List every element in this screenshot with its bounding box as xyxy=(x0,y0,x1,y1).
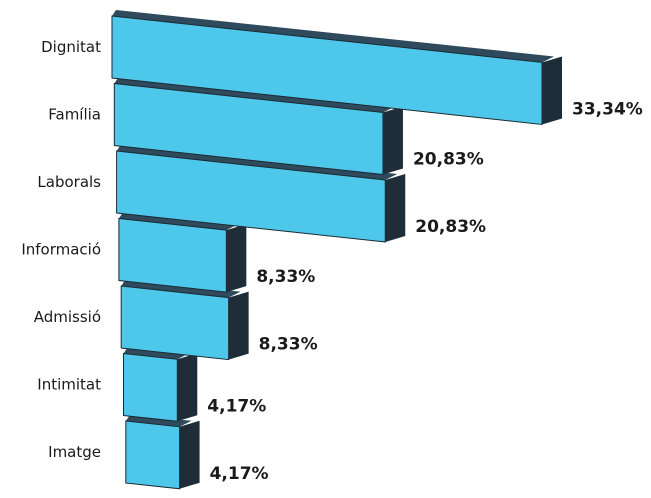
category-label-4: Informació xyxy=(21,241,101,259)
value-label-4: 8,33% xyxy=(256,267,315,287)
bar-side-face xyxy=(226,224,246,292)
value-label-2: 20,83% xyxy=(413,150,484,170)
bar-front-face xyxy=(124,354,178,422)
category-label-3: Laborals xyxy=(37,173,101,191)
category-label-6: Intimitat xyxy=(37,376,101,394)
category-labels: Dignitat Família Laborals Informació Admissi… xyxy=(21,38,101,461)
bars-group xyxy=(112,10,562,489)
category-label-7: Imatge xyxy=(48,443,101,461)
bar-side-face xyxy=(542,56,562,124)
bar-side-face xyxy=(229,292,249,360)
category-label-2: Família xyxy=(48,106,101,124)
bar-side-face xyxy=(383,107,403,175)
category-label-5: Admissió xyxy=(34,308,101,326)
value-label-6: 4,17% xyxy=(207,396,266,416)
bar-front-face xyxy=(126,421,180,489)
bar-front-face xyxy=(121,286,228,360)
value-label-1: 33,34% xyxy=(572,99,643,119)
value-label-5: 8,33% xyxy=(259,335,318,355)
value-label-3: 20,83% xyxy=(415,217,486,237)
bar-7 xyxy=(126,415,200,489)
value-label-7: 4,17% xyxy=(210,464,269,484)
category-label-1: Dignitat xyxy=(41,38,101,56)
bar-front-face xyxy=(119,219,226,293)
bar-6 xyxy=(124,348,198,422)
bar-side-face xyxy=(180,421,200,489)
bar-5 xyxy=(121,280,248,360)
bar-side-face xyxy=(177,353,197,421)
bar-side-face xyxy=(385,174,405,242)
